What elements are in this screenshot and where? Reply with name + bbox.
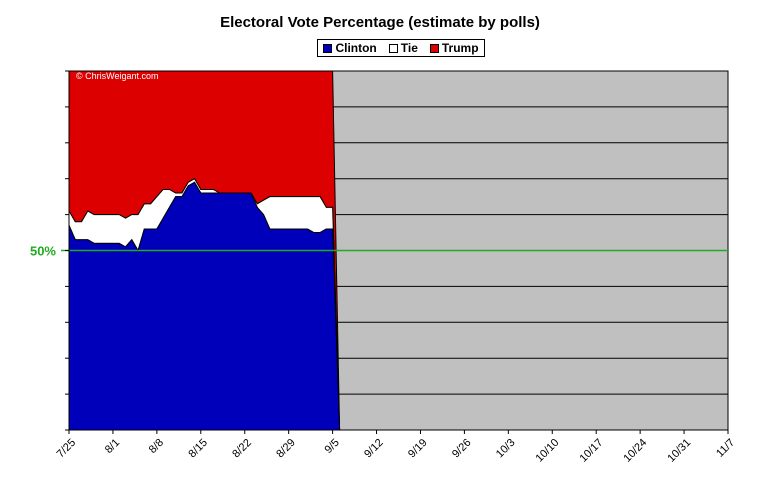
x-tick-label: 8/29 [274, 437, 298, 461]
x-tick-label: 8/1 [103, 437, 122, 456]
area-clinton [68, 181, 341, 431]
x-tick-label: 10/3 [494, 437, 518, 461]
x-tick-labels: 7/25 8/1 8/8 8/15 8/22 8/29 9/5 9/12 9/19 9/26 10/… [55, 437, 738, 465]
legend-label-tie: Tie [400, 41, 418, 55]
legend-swatch-trump [429, 43, 439, 53]
legend-item-tie: Tie [388, 41, 418, 55]
watermark-text: © ChrisWeigant.com [76, 71, 159, 81]
legend-item-clinton: Clinton [323, 41, 377, 55]
x-tick-label: 9/12 [362, 437, 386, 461]
x-tick-label: 10/17 [577, 437, 605, 465]
x-tick-label: 8/22 [230, 437, 254, 461]
legend: Clinton Tie Trump [317, 39, 485, 57]
x-tick-label: 7/25 [55, 437, 79, 461]
legend-item-trump: Trump [429, 41, 479, 55]
x-tick-label: 9/5 [323, 437, 342, 456]
chart-title: Electoral Vote Percentage (estimate by p… [220, 14, 540, 31]
x-tick-label: 10/10 [534, 437, 562, 465]
x-tick-label: 9/19 [406, 437, 430, 461]
legend-label-trump: Trump [441, 41, 479, 55]
x-tick-label: 10/24 [621, 437, 649, 465]
x-tick-label: 9/26 [450, 437, 474, 461]
x-tick-label: 11/7 [714, 437, 737, 460]
reference-line-label: 50% [30, 244, 56, 259]
x-tick-label: 8/8 [147, 437, 166, 456]
area-series [68, 70, 341, 431]
legend-swatch-tie [388, 43, 398, 53]
x-tick-label: 10/31 [665, 437, 693, 465]
legend-label-clinton: Clinton [335, 41, 377, 55]
legend-swatch-clinton [323, 43, 333, 53]
x-tick-label: 8/15 [186, 437, 210, 461]
axes [65, 70, 729, 434]
